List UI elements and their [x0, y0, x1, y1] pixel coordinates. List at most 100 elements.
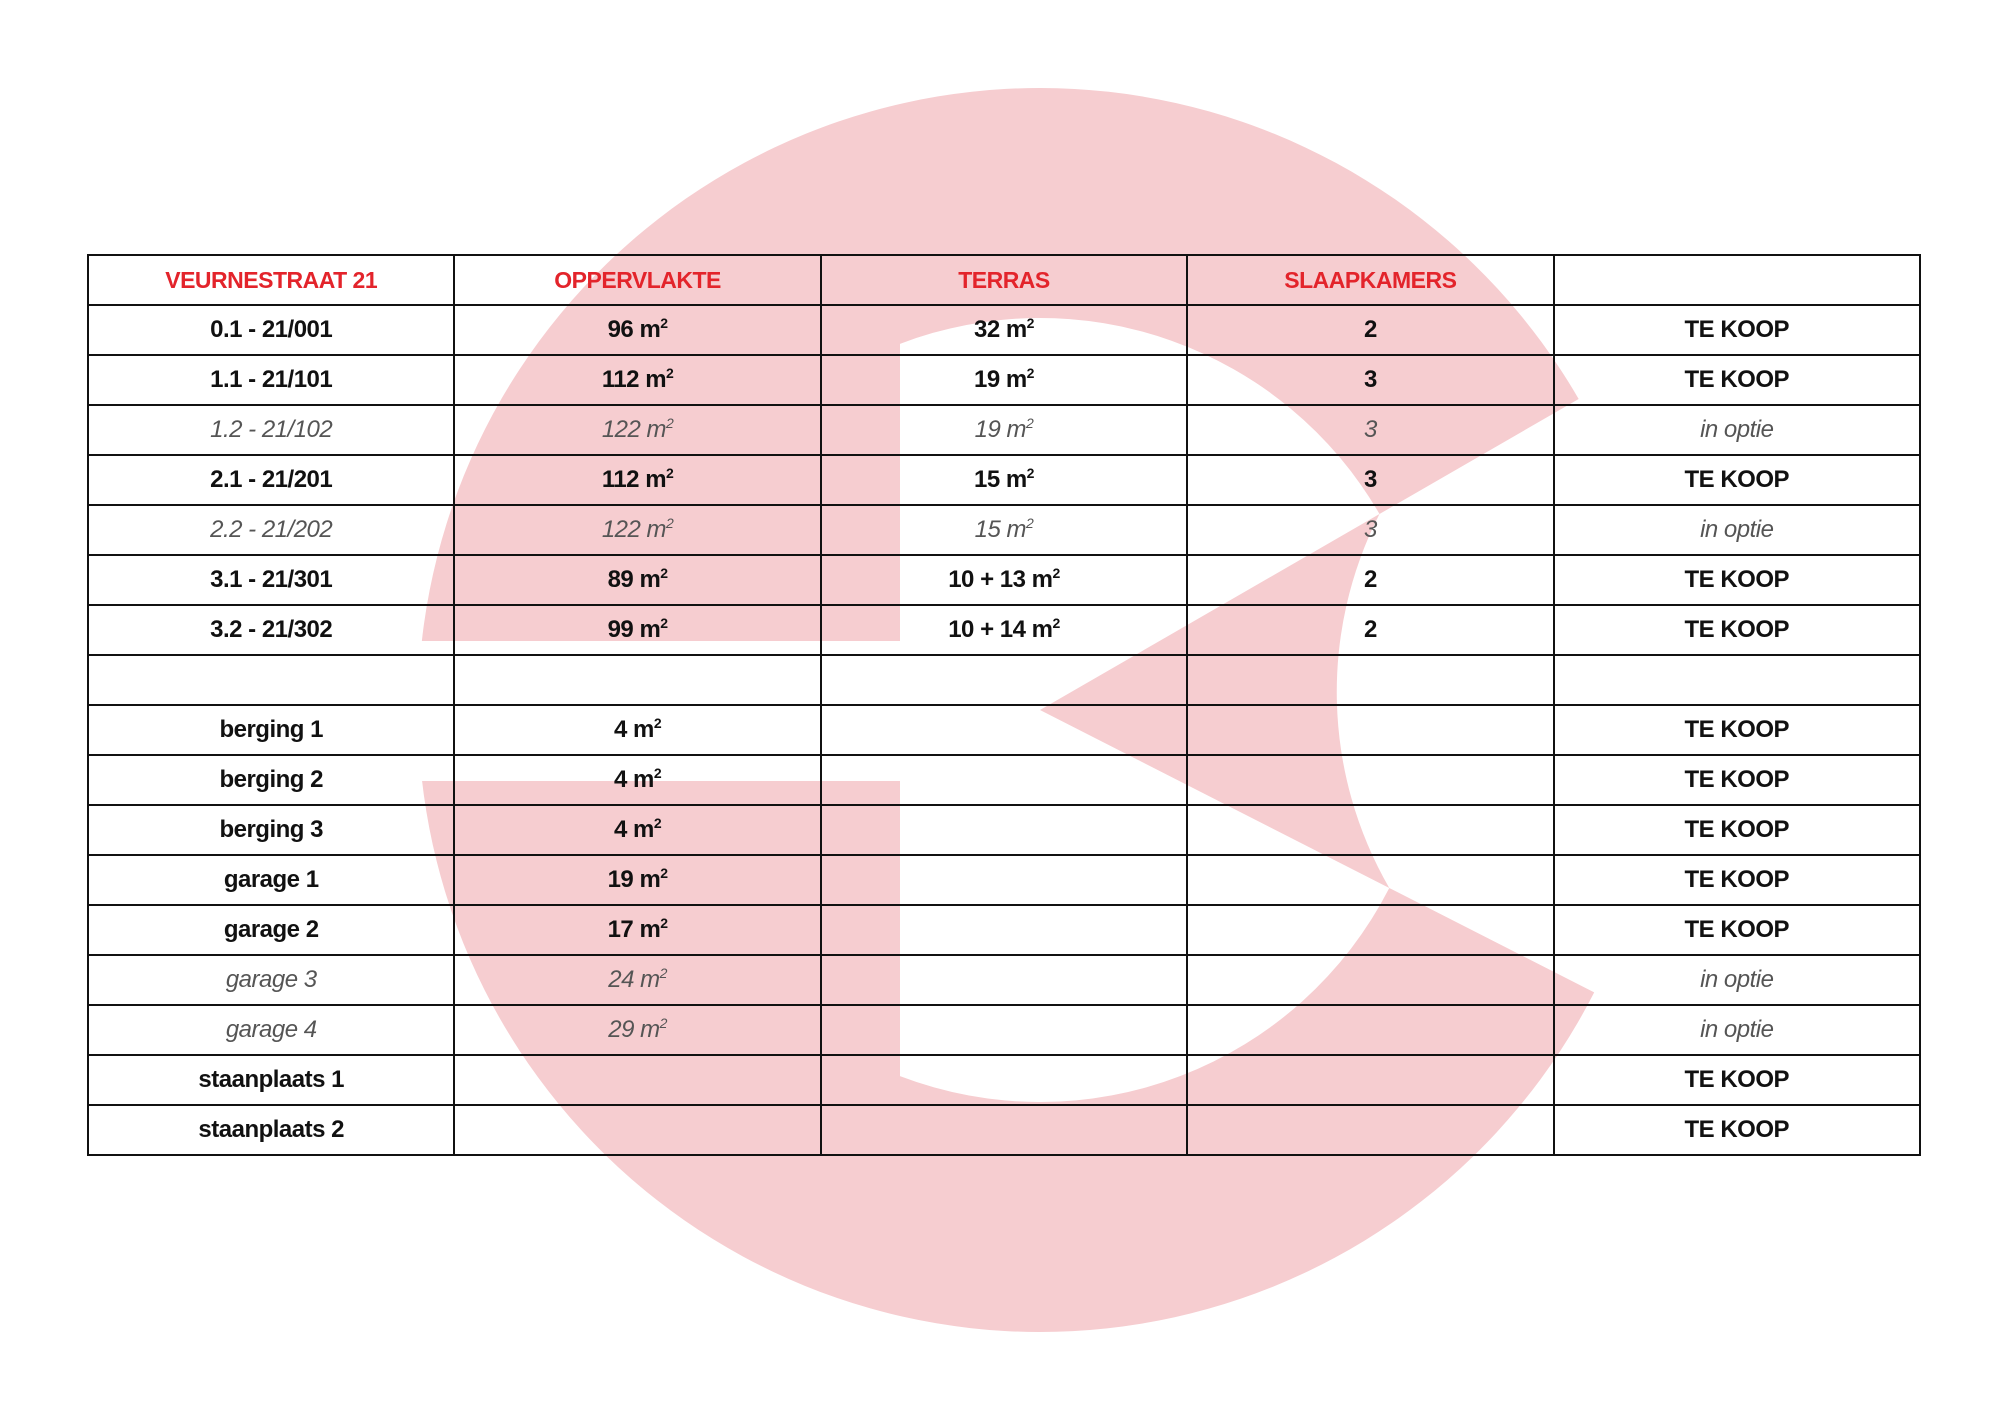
unit-cell: staanplaats 1: [86, 1054, 456, 1106]
superscript-two: 2: [1026, 415, 1034, 431]
status-cell: TE KOOP: [1552, 754, 1922, 806]
status-cell-text: TE KOOP: [1684, 566, 1790, 593]
status-cell: TE KOOP: [1552, 354, 1922, 406]
unit-cell: 2.1 - 21/201: [86, 454, 456, 506]
table-header-row: VEURNESTRAAT 21 OPPERVLAKTE TERRAS SLAAP…: [86, 254, 1922, 306]
area-cell-text: 122 m: [601, 416, 667, 443]
status-cell: TE KOOP: [1552, 604, 1922, 656]
area-cell-text: 112 m: [601, 366, 667, 393]
area-cell-text: 4 m: [614, 716, 654, 743]
superscript-two: 2: [1026, 515, 1034, 531]
bedrooms-cell: 3: [1186, 504, 1555, 556]
terrace-cell: [819, 754, 1189, 806]
superscript-two: 2: [666, 465, 674, 481]
status-cell-text: in optie: [1700, 966, 1774, 993]
unit-cell-text: 3.2 - 21/302: [210, 616, 333, 643]
superscript-two: 2: [666, 365, 674, 381]
area-cell: 112 m2: [453, 454, 822, 506]
area-cell: 89 m2: [453, 554, 822, 606]
header-bedrooms: SLAAPKAMERS: [1186, 254, 1555, 306]
table-row: 2.2 - 21/202 122 m2 15 m2 3 in optie: [86, 504, 1922, 556]
area-cell: 96 m2: [453, 304, 822, 356]
terrace-cell: [819, 704, 1189, 756]
unit-cell: 1.1 - 21/101: [86, 354, 456, 406]
terrace-cell: [819, 904, 1189, 956]
unit-cell-text: garage 3: [225, 966, 317, 993]
area-cell: 29 m2: [453, 1004, 822, 1056]
area-cell: 4 m2: [453, 804, 822, 856]
superscript-two: 2: [666, 515, 674, 531]
superscript-two: 2: [666, 415, 674, 431]
status-cell-text: TE KOOP: [1684, 366, 1790, 393]
area-cell-text: 29 m: [608, 1016, 660, 1043]
terrace-cell-text: 10 + 14 m: [948, 616, 1053, 643]
superscript-two: 2: [660, 615, 668, 631]
unit-cell: 2.2 - 21/202: [86, 504, 456, 556]
superscript-two: 2: [653, 815, 662, 831]
table-row: 1.2 - 21/102 122 m2 19 m2 3 in optie: [86, 404, 1922, 456]
area-cell: 112 m2: [453, 354, 822, 406]
status-cell-text: TE KOOP: [1684, 466, 1790, 493]
terrace-cell: 10 + 14 m2: [819, 604, 1189, 656]
table-row: 3.1 - 21/301 89 m2 10 + 13 m2 2 TE KOOP: [86, 554, 1922, 606]
superscript-two: 2: [660, 565, 668, 581]
status-cell: TE KOOP: [1552, 304, 1922, 356]
terrace-cell: 19 m2: [819, 354, 1189, 406]
table-row: 1.1 - 21/101 112 m2 19 m2 3 TE KOOP: [86, 354, 1922, 406]
area-cell-text: 112 m: [601, 466, 667, 493]
status-cell-text: TE KOOP: [1684, 866, 1790, 893]
unit-cell: staanplaats 2: [86, 1104, 456, 1156]
status-cell-text: TE KOOP: [1684, 816, 1790, 843]
area-cell-text: 99 m: [607, 616, 661, 643]
terrace-cell: 32 m2: [819, 304, 1189, 356]
bedrooms-cell: [1186, 654, 1555, 706]
unit-cell: berging 1: [86, 704, 456, 756]
unit-cell: 1.2 - 21/102: [86, 404, 456, 456]
table-row: berging 2 4 m2 TE KOOP: [86, 754, 1922, 806]
bedrooms-cell-text: 3: [1363, 466, 1377, 493]
header-area: OPPERVLAKTE: [453, 254, 822, 306]
unit-cell-text: garage 2: [223, 916, 319, 943]
table-row: staanplaats 1 TE KOOP: [86, 1054, 1922, 1106]
area-cell-text: 24 m: [608, 966, 660, 993]
terrace-cell: [819, 854, 1189, 906]
unit-cell: [86, 654, 456, 706]
superscript-two: 2: [660, 915, 668, 931]
area-cell: [453, 654, 822, 706]
area-cell: 122 m2: [453, 504, 822, 556]
unit-cell-text: 2.1 - 21/201: [210, 466, 333, 493]
table-row: 2.1 - 21/201 112 m2 15 m2 3 TE KOOP: [86, 454, 1922, 506]
status-cell: TE KOOP: [1552, 554, 1922, 606]
bedrooms-cell: [1186, 904, 1555, 956]
table-row: garage 2 17 m2 TE KOOP: [86, 904, 1922, 956]
unit-cell: berging 2: [86, 754, 456, 806]
unit-cell-text: garage 1: [223, 866, 319, 893]
area-cell: 99 m2: [453, 604, 822, 656]
status-cell-text: TE KOOP: [1684, 916, 1790, 943]
status-cell-text: TE KOOP: [1684, 766, 1790, 793]
bedrooms-cell: 3: [1186, 454, 1555, 506]
bedrooms-cell-text: 2: [1363, 616, 1377, 643]
area-cell-text: 122 m: [601, 516, 667, 543]
terrace-cell: [819, 1004, 1189, 1056]
bedrooms-cell: [1186, 754, 1555, 806]
superscript-two: 2: [1052, 565, 1060, 581]
superscript-two: 2: [659, 1015, 668, 1031]
bedrooms-cell: [1186, 704, 1555, 756]
terrace-cell: [819, 1104, 1189, 1156]
unit-cell: 3.1 - 21/301: [86, 554, 456, 606]
terrace-cell: [819, 954, 1189, 1006]
status-cell-text: in optie: [1700, 1016, 1774, 1043]
superscript-two: 2: [660, 315, 668, 331]
status-cell: TE KOOP: [1552, 1104, 1922, 1156]
status-cell: TE KOOP: [1552, 854, 1922, 906]
table-row: garage 1 19 m2 TE KOOP: [86, 854, 1922, 906]
table-row: berging 1 4 m2 TE KOOP: [86, 704, 1922, 756]
area-cell: 17 m2: [453, 904, 822, 956]
superscript-two: 2: [653, 765, 662, 781]
unit-cell-text: garage 4: [225, 1016, 317, 1043]
status-cell-text: TE KOOP: [1684, 1066, 1790, 1093]
bedrooms-cell: 2: [1186, 554, 1555, 606]
unit-cell-text: berging 2: [219, 766, 323, 793]
area-cell: 19 m2: [453, 854, 822, 906]
